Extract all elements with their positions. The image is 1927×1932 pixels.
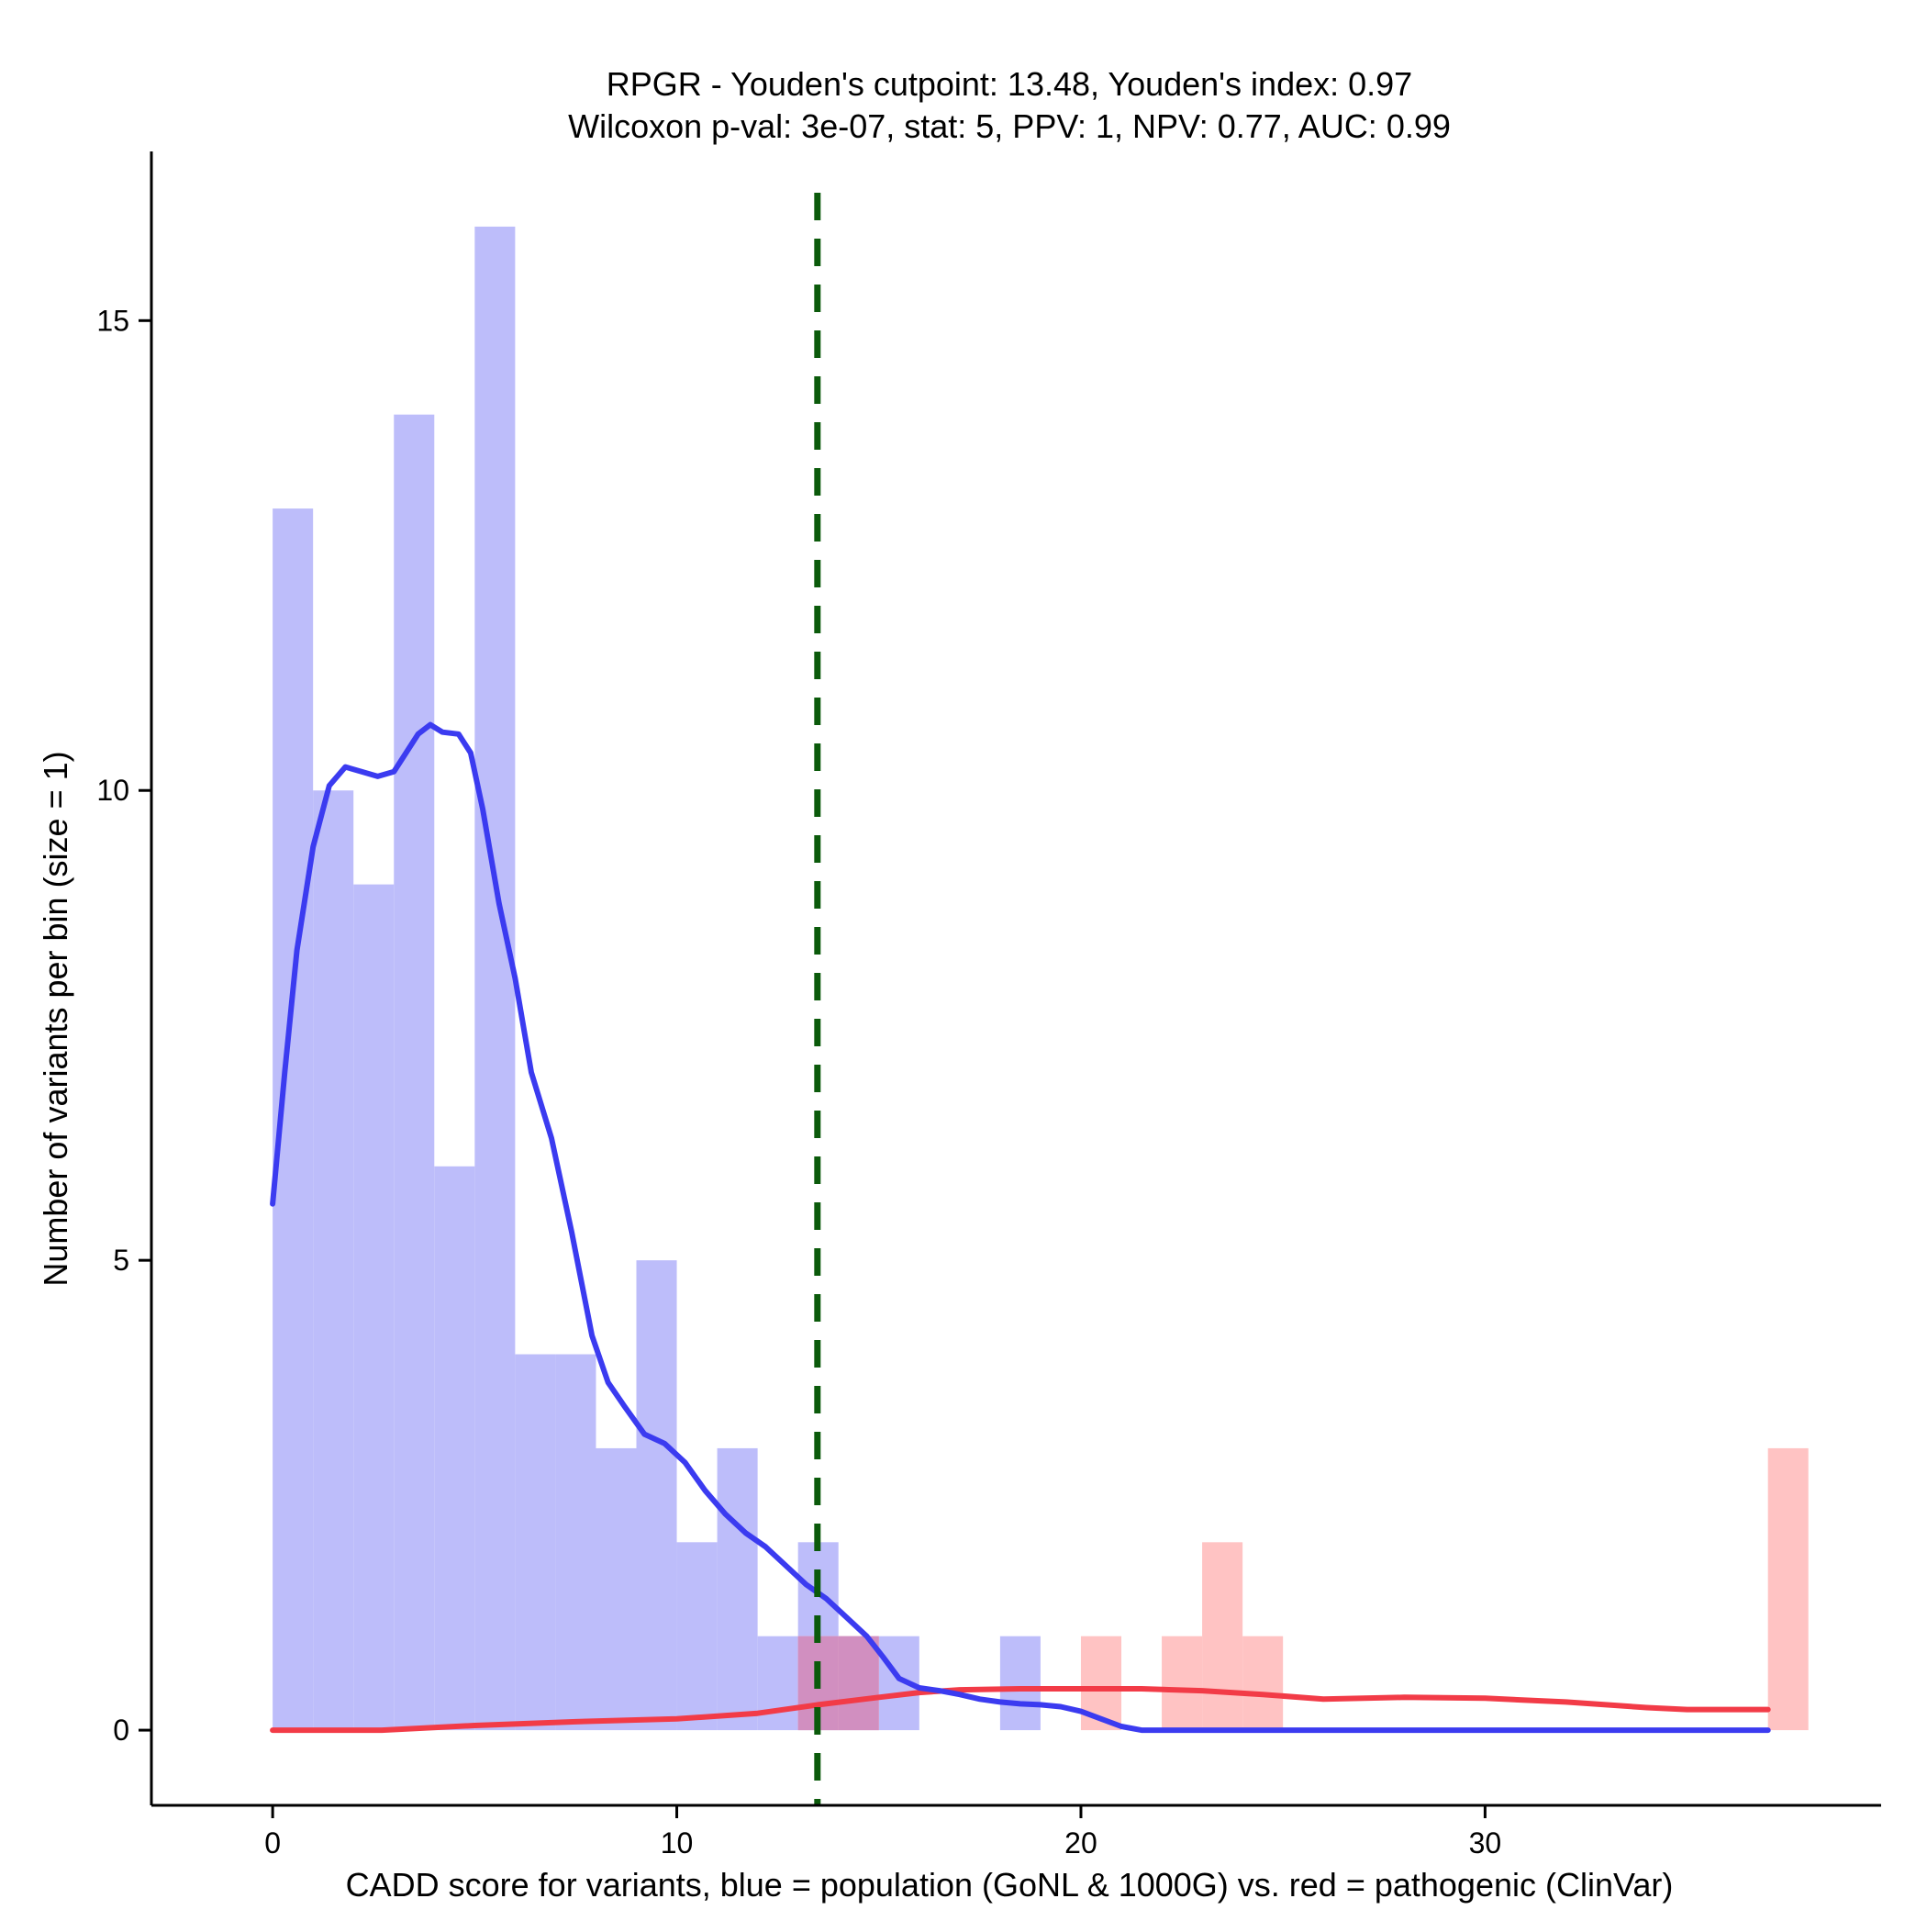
- x-axis-title: CADD score for variants, blue = populati…: [346, 1866, 1674, 1904]
- pathogenic-bar: [1202, 1542, 1243, 1731]
- population-bar: [717, 1447, 758, 1731]
- x-tick-label: 10: [661, 1826, 694, 1859]
- pathogenic-bar: [1162, 1636, 1203, 1731]
- population-bar: [474, 226, 516, 1731]
- overlap-bar: [838, 1636, 879, 1731]
- x-ticks: 0 10 20 30: [264, 1805, 1501, 1859]
- title-line-1: RPGR - Youden's cutpoint: 13.48, Youden'…: [607, 65, 1412, 103]
- population-bar: [434, 1166, 475, 1731]
- population-bar: [596, 1447, 637, 1731]
- population-bar: [515, 1354, 556, 1731]
- axes: [150, 151, 1881, 1807]
- population-bar: [313, 790, 354, 1731]
- population-bar: [555, 1354, 596, 1731]
- population-bar: [999, 1636, 1041, 1731]
- y-ticks: 0 5 10 15: [96, 304, 151, 1747]
- population-bar: [676, 1542, 718, 1731]
- title-line-2: Wilcoxon p-val: 3e-07, stat: 5, PPV: 1, …: [568, 107, 1451, 145]
- chart-title: RPGR - Youden's cutpoint: 13.48, Youden'…: [568, 65, 1451, 145]
- pathogenic-bar: [1242, 1636, 1284, 1731]
- x-tick-label: 30: [1469, 1826, 1502, 1859]
- pathogenic-bar: [1767, 1447, 1809, 1731]
- density-lines: [270, 721, 1771, 1734]
- population-bar: [757, 1636, 798, 1731]
- population-density-line: [270, 721, 1771, 1734]
- population-bars: [273, 226, 1041, 1731]
- x-tick-label: 0: [264, 1826, 281, 1859]
- y-axis-title: Number of variants per bin (size = 1): [37, 751, 74, 1286]
- population-bar: [394, 414, 435, 1731]
- x-tick-label: 20: [1064, 1826, 1097, 1859]
- y-tick-label: 5: [113, 1244, 129, 1277]
- y-tick-label: 0: [113, 1714, 129, 1747]
- y-tick-label: 10: [96, 774, 129, 807]
- y-tick-label: 15: [96, 304, 129, 337]
- population-bar: [353, 884, 395, 1731]
- pathogenic-density-line: [270, 1686, 1771, 1734]
- population-bar: [636, 1260, 677, 1731]
